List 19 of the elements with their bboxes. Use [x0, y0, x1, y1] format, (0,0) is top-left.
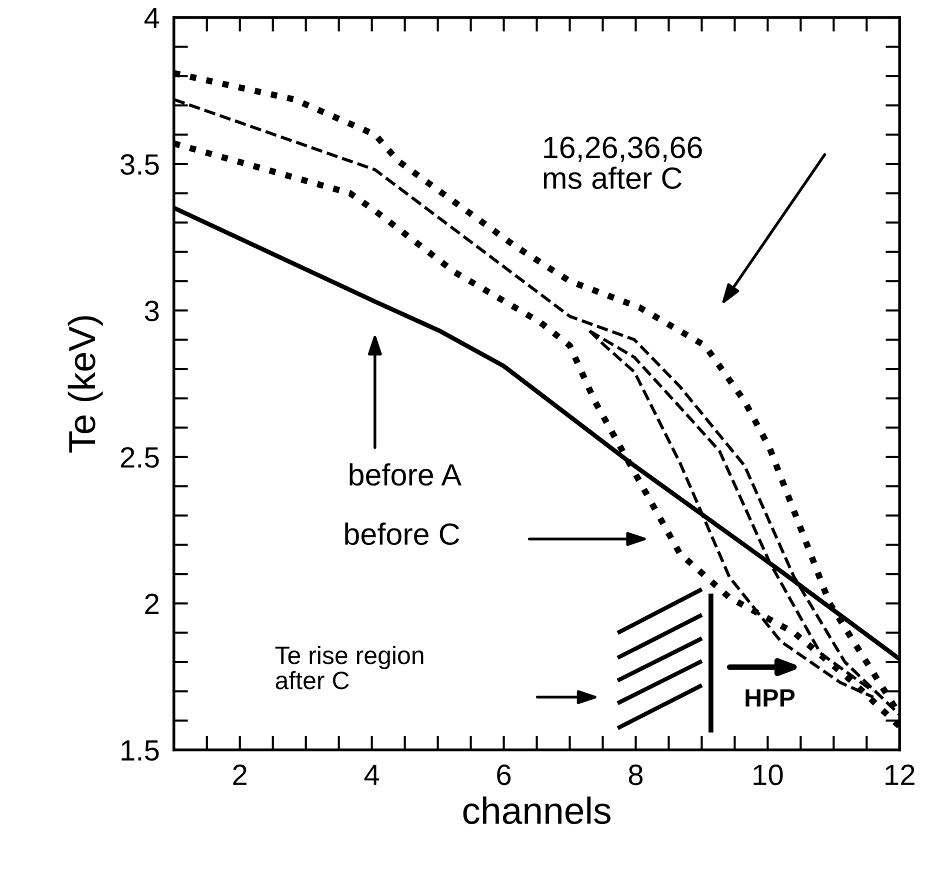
annotation: before C [345, 522, 460, 545]
y-axis-title: Te (keV) [68, 316, 103, 453]
annotation: HPP [746, 689, 795, 707]
annotation: before A [350, 463, 462, 486]
x-tick-label: 4 [364, 764, 380, 785]
y-tick-label: 2 [145, 594, 159, 614]
x-tick-label: 8 [628, 764, 643, 786]
y-tick-label: 3.5 [120, 154, 159, 175]
x-tick-label: 12 [886, 764, 914, 785]
x-tick-label: 2 [233, 764, 247, 785]
x-tick-label: 10 [754, 764, 783, 786]
y-tick-label: 3 [144, 300, 159, 322]
x-axis-title: channels [463, 796, 610, 824]
annotation: 16,26,36,66 ms after C [544, 136, 702, 189]
y-tick-label: 4 [144, 8, 160, 28]
y-tick-label: 1.5 [122, 740, 159, 761]
y-tick-label: 2.5 [120, 447, 159, 468]
annotation: Te rise region after C [275, 646, 424, 690]
x-tick-label: 6 [497, 764, 511, 786]
